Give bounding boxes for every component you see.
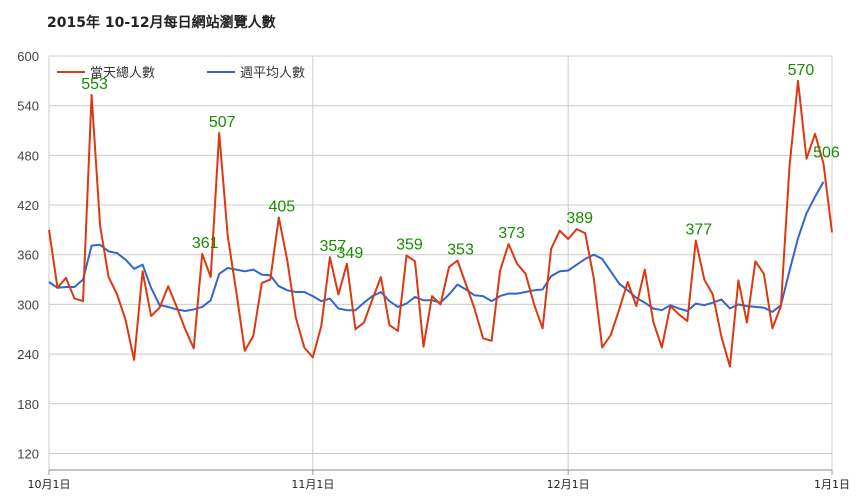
- y-tick-label: 600: [17, 49, 39, 64]
- data-label: 553: [81, 76, 108, 93]
- y-tick-label: 300: [17, 297, 39, 312]
- data-label: 507: [209, 114, 236, 131]
- legend-label: 當天總人數: [90, 65, 155, 81]
- x-tick-label: 11月1日: [291, 478, 334, 491]
- data-label: 361: [192, 235, 219, 252]
- y-tick-label: 120: [17, 446, 39, 461]
- x-tick-label: 10月1日: [28, 478, 71, 491]
- y-tick-label: 180: [17, 397, 39, 412]
- y-tick-label: 360: [17, 248, 39, 263]
- x-tick-label: 12月1日: [547, 478, 590, 491]
- y-tick-label: 540: [17, 99, 39, 114]
- data-label: 349: [337, 245, 364, 262]
- data-label: 389: [566, 210, 593, 227]
- data-label: 377: [685, 222, 712, 239]
- legend-label: 週平均人數: [240, 66, 305, 81]
- data-label: 506: [813, 145, 840, 162]
- chart-title: 2015年 10-12月每日網站瀏覽人數: [47, 15, 276, 31]
- data-label: 359: [396, 237, 423, 254]
- x-tick-label: 1月1日: [814, 478, 850, 491]
- data-label: 357: [320, 238, 347, 255]
- data-label: 353: [447, 242, 474, 259]
- data-label: 570: [788, 62, 815, 79]
- y-tick-label: 420: [17, 198, 39, 213]
- y-tick-label: 480: [17, 148, 39, 163]
- data-label: 405: [268, 198, 295, 215]
- y-tick-label: 240: [17, 347, 39, 362]
- series-line-daily-total: [48, 79, 833, 368]
- data-label: 373: [498, 225, 525, 242]
